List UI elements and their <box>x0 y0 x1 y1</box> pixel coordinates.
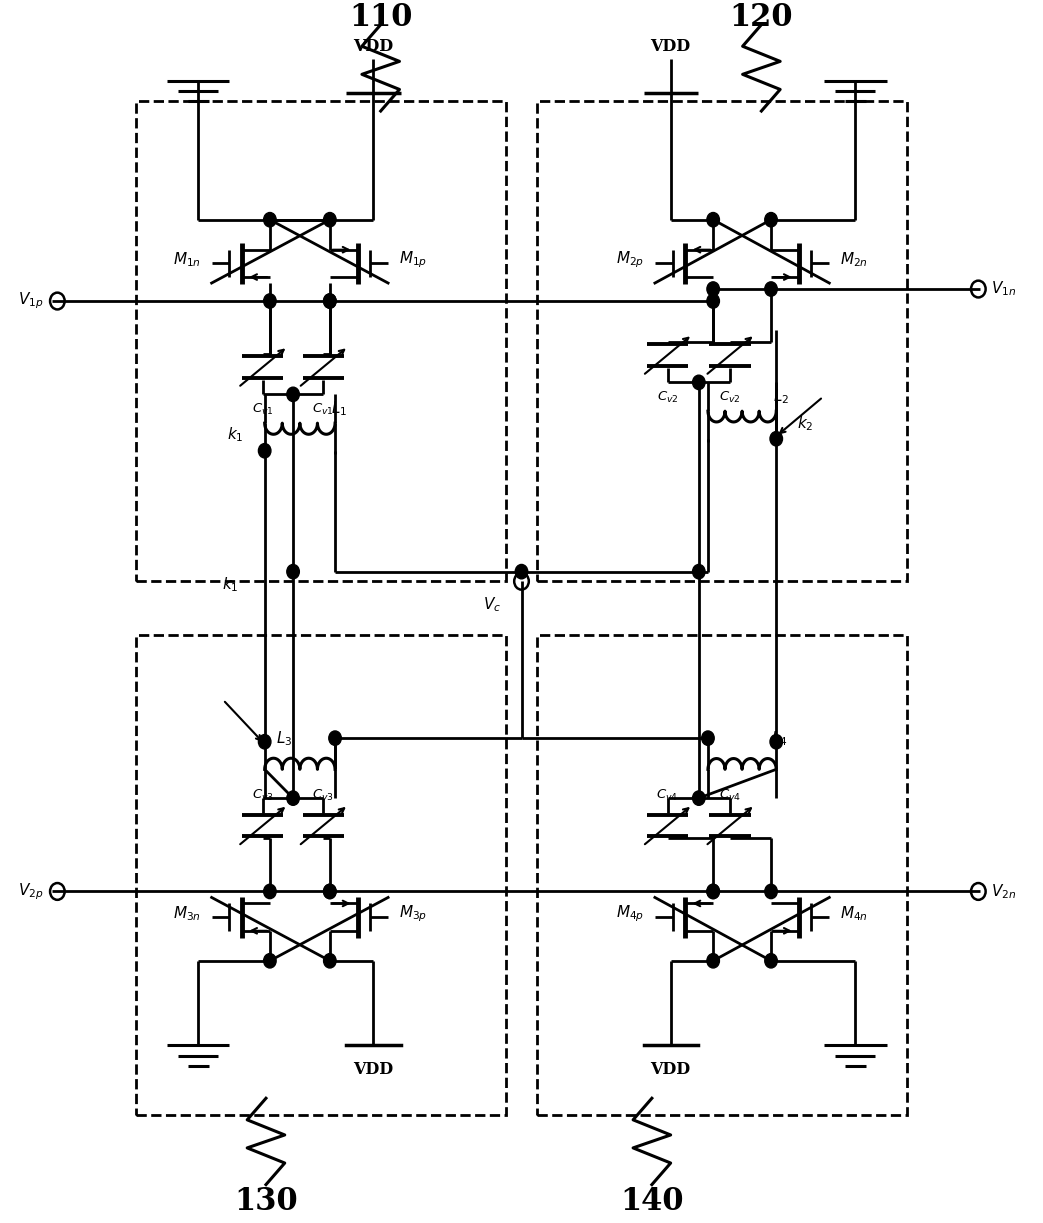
Circle shape <box>765 213 777 227</box>
Text: $L_3$: $L_3$ <box>276 729 292 747</box>
Circle shape <box>707 294 720 308</box>
Circle shape <box>287 565 299 578</box>
Text: $C_{v4}$: $C_{v4}$ <box>719 788 742 804</box>
Text: $M_{4n}$: $M_{4n}$ <box>840 904 868 923</box>
Text: 140: 140 <box>621 1186 683 1217</box>
Circle shape <box>329 731 341 745</box>
Text: $C_{v3}$: $C_{v3}$ <box>252 788 273 804</box>
Circle shape <box>287 388 299 401</box>
Text: $M_{3n}$: $M_{3n}$ <box>173 904 201 923</box>
Text: 120: 120 <box>730 2 793 33</box>
Text: $k_1$: $k_1$ <box>222 575 239 593</box>
Text: $L_1$: $L_1$ <box>332 400 347 418</box>
Circle shape <box>323 884 336 899</box>
Circle shape <box>707 213 720 227</box>
Circle shape <box>765 884 777 899</box>
Circle shape <box>707 281 720 296</box>
Circle shape <box>765 281 777 296</box>
Text: $k_2$: $k_2$ <box>797 413 814 433</box>
Text: $C_{v1}$: $C_{v1}$ <box>252 401 273 417</box>
Text: $M_{4p}$: $M_{4p}$ <box>616 904 645 923</box>
Circle shape <box>693 565 705 578</box>
Text: $L_4$: $L_4$ <box>772 729 787 747</box>
Circle shape <box>323 294 336 308</box>
Circle shape <box>770 432 782 446</box>
Text: $V_{2n}$: $V_{2n}$ <box>991 882 1016 901</box>
Circle shape <box>287 791 299 805</box>
Circle shape <box>707 884 720 899</box>
Circle shape <box>693 791 705 805</box>
Circle shape <box>323 294 336 308</box>
Circle shape <box>515 565 528 578</box>
Circle shape <box>264 884 276 899</box>
Text: $M_{2p}$: $M_{2p}$ <box>616 249 645 270</box>
Text: $C_{v3}$: $C_{v3}$ <box>313 788 334 804</box>
Circle shape <box>264 294 276 308</box>
Text: $M_{2n}$: $M_{2n}$ <box>840 251 868 269</box>
Text: VDD: VDD <box>651 38 690 55</box>
Circle shape <box>259 735 271 748</box>
Circle shape <box>323 213 336 227</box>
Text: VDD: VDD <box>354 1062 393 1077</box>
Text: $V_c$: $V_c$ <box>483 596 501 614</box>
Text: $M_{3p}$: $M_{3p}$ <box>398 904 427 923</box>
Circle shape <box>693 375 705 390</box>
Circle shape <box>707 884 720 899</box>
Text: $L_2$: $L_2$ <box>773 388 790 406</box>
Circle shape <box>264 213 276 227</box>
Text: $V_{1n}$: $V_{1n}$ <box>991 280 1016 298</box>
Text: $k_1$: $k_1$ <box>227 426 244 444</box>
Text: $C_{v2}$: $C_{v2}$ <box>657 390 678 405</box>
Circle shape <box>765 954 777 967</box>
Circle shape <box>770 735 782 748</box>
Text: $C_{v2}$: $C_{v2}$ <box>720 390 741 405</box>
Text: VDD: VDD <box>354 38 393 55</box>
Circle shape <box>323 884 336 899</box>
Text: VDD: VDD <box>651 1062 690 1077</box>
Circle shape <box>707 954 720 967</box>
Text: $V_{1p}$: $V_{1p}$ <box>19 291 44 312</box>
Circle shape <box>264 954 276 967</box>
Text: $C_{v1}$: $C_{v1}$ <box>313 401 334 417</box>
Text: $M_{1p}$: $M_{1p}$ <box>398 249 427 270</box>
Text: $C_{v4}$: $C_{v4}$ <box>656 788 679 804</box>
Circle shape <box>323 954 336 967</box>
Circle shape <box>259 444 271 457</box>
Text: $V_{2p}$: $V_{2p}$ <box>19 881 44 901</box>
Text: $M_{1n}$: $M_{1n}$ <box>173 251 201 269</box>
Circle shape <box>702 731 714 745</box>
Text: 130: 130 <box>234 1186 298 1217</box>
Text: 110: 110 <box>349 2 412 33</box>
